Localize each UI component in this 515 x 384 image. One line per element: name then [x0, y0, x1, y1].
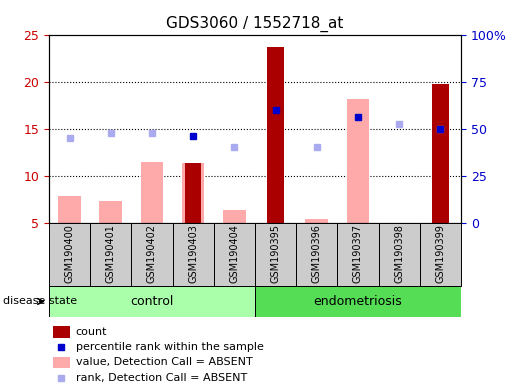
- Bar: [49, 286, 255, 317]
- Bar: [214, 223, 255, 286]
- Text: rank, Detection Call = ABSENT: rank, Detection Call = ABSENT: [76, 372, 247, 383]
- Bar: [347, 99, 369, 223]
- Bar: [420, 223, 461, 286]
- Text: GSM190399: GSM190399: [435, 224, 445, 283]
- Text: GSM190401: GSM190401: [106, 224, 116, 283]
- Bar: [267, 47, 284, 223]
- Bar: [173, 223, 214, 286]
- Bar: [432, 84, 449, 223]
- Bar: [305, 219, 328, 223]
- Text: percentile rank within the sample: percentile rank within the sample: [76, 342, 264, 352]
- Text: count: count: [76, 327, 107, 337]
- Bar: [185, 164, 201, 223]
- Bar: [58, 196, 81, 223]
- Bar: [379, 223, 420, 286]
- Bar: [49, 223, 90, 286]
- Text: GSM190396: GSM190396: [312, 224, 322, 283]
- Text: GSM190395: GSM190395: [270, 223, 281, 283]
- Bar: [99, 201, 122, 223]
- Title: GDS3060 / 1552718_at: GDS3060 / 1552718_at: [166, 16, 344, 32]
- Text: GSM190402: GSM190402: [147, 223, 157, 283]
- Bar: [90, 223, 131, 286]
- Text: value, Detection Call = ABSENT: value, Detection Call = ABSENT: [76, 358, 252, 367]
- Text: GSM190398: GSM190398: [394, 224, 404, 283]
- Bar: [182, 164, 204, 223]
- Text: disease state: disease state: [3, 296, 77, 306]
- Bar: [337, 223, 379, 286]
- Text: GSM190400: GSM190400: [64, 224, 75, 283]
- Bar: [255, 223, 296, 286]
- Bar: [131, 223, 173, 286]
- Text: GSM190404: GSM190404: [229, 224, 239, 283]
- Text: endometriosis: endometriosis: [314, 295, 402, 308]
- Bar: [255, 286, 461, 317]
- Bar: [141, 162, 163, 223]
- Bar: [296, 223, 337, 286]
- Bar: [223, 210, 246, 223]
- Text: control: control: [130, 295, 174, 308]
- Text: GSM190397: GSM190397: [353, 223, 363, 283]
- Bar: [53, 357, 70, 368]
- Text: GSM190403: GSM190403: [188, 224, 198, 283]
- Bar: [53, 326, 70, 338]
